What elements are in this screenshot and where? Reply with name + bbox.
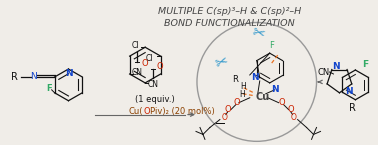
Text: N: N — [332, 62, 339, 71]
Text: (1 equiv.): (1 equiv.) — [135, 95, 175, 104]
Text: CN: CN — [147, 80, 158, 89]
Text: N: N — [251, 74, 259, 83]
Text: N: N — [30, 72, 37, 81]
Text: CN: CN — [318, 68, 330, 77]
Text: N: N — [65, 69, 72, 78]
Text: R: R — [232, 75, 238, 84]
Text: F: F — [362, 60, 369, 69]
Text: O: O — [234, 98, 240, 107]
Text: CN: CN — [132, 68, 143, 77]
Text: R: R — [349, 103, 356, 113]
Text: BOND FUNCTIONALIZATION: BOND FUNCTIONALIZATION — [164, 19, 295, 28]
Text: O: O — [225, 105, 231, 114]
Text: O: O — [278, 98, 285, 107]
Text: Cu(: Cu( — [128, 107, 143, 116]
Text: ✂: ✂ — [213, 53, 231, 71]
Text: N: N — [271, 85, 279, 94]
Text: O: O — [141, 59, 148, 68]
Text: F: F — [269, 41, 274, 50]
Text: Cu: Cu — [256, 92, 270, 102]
Text: $\mathregular{\overline{\ \ \ \ }}$: $\mathregular{\overline{\ \ \ \ }}$ — [215, 121, 224, 126]
Text: MULTIPLE C(sp)³–H & C(sp)²–H: MULTIPLE C(sp)³–H & C(sp)²–H — [158, 7, 302, 16]
Text: R: R — [11, 72, 18, 82]
Text: F: F — [46, 84, 51, 93]
Text: O: O — [143, 107, 150, 116]
Text: Cl: Cl — [132, 41, 139, 50]
Text: N: N — [345, 87, 353, 96]
Text: Cl: Cl — [145, 54, 153, 63]
Text: Piv)₂ (20 mol%): Piv)₂ (20 mol%) — [150, 107, 215, 116]
Text: ✂: ✂ — [249, 25, 266, 42]
Text: O: O — [287, 105, 294, 114]
Text: H: H — [239, 90, 245, 99]
Text: O: O — [157, 62, 164, 71]
Text: O: O — [291, 113, 297, 122]
Text: O: O — [222, 113, 228, 122]
Text: H: H — [240, 82, 246, 91]
